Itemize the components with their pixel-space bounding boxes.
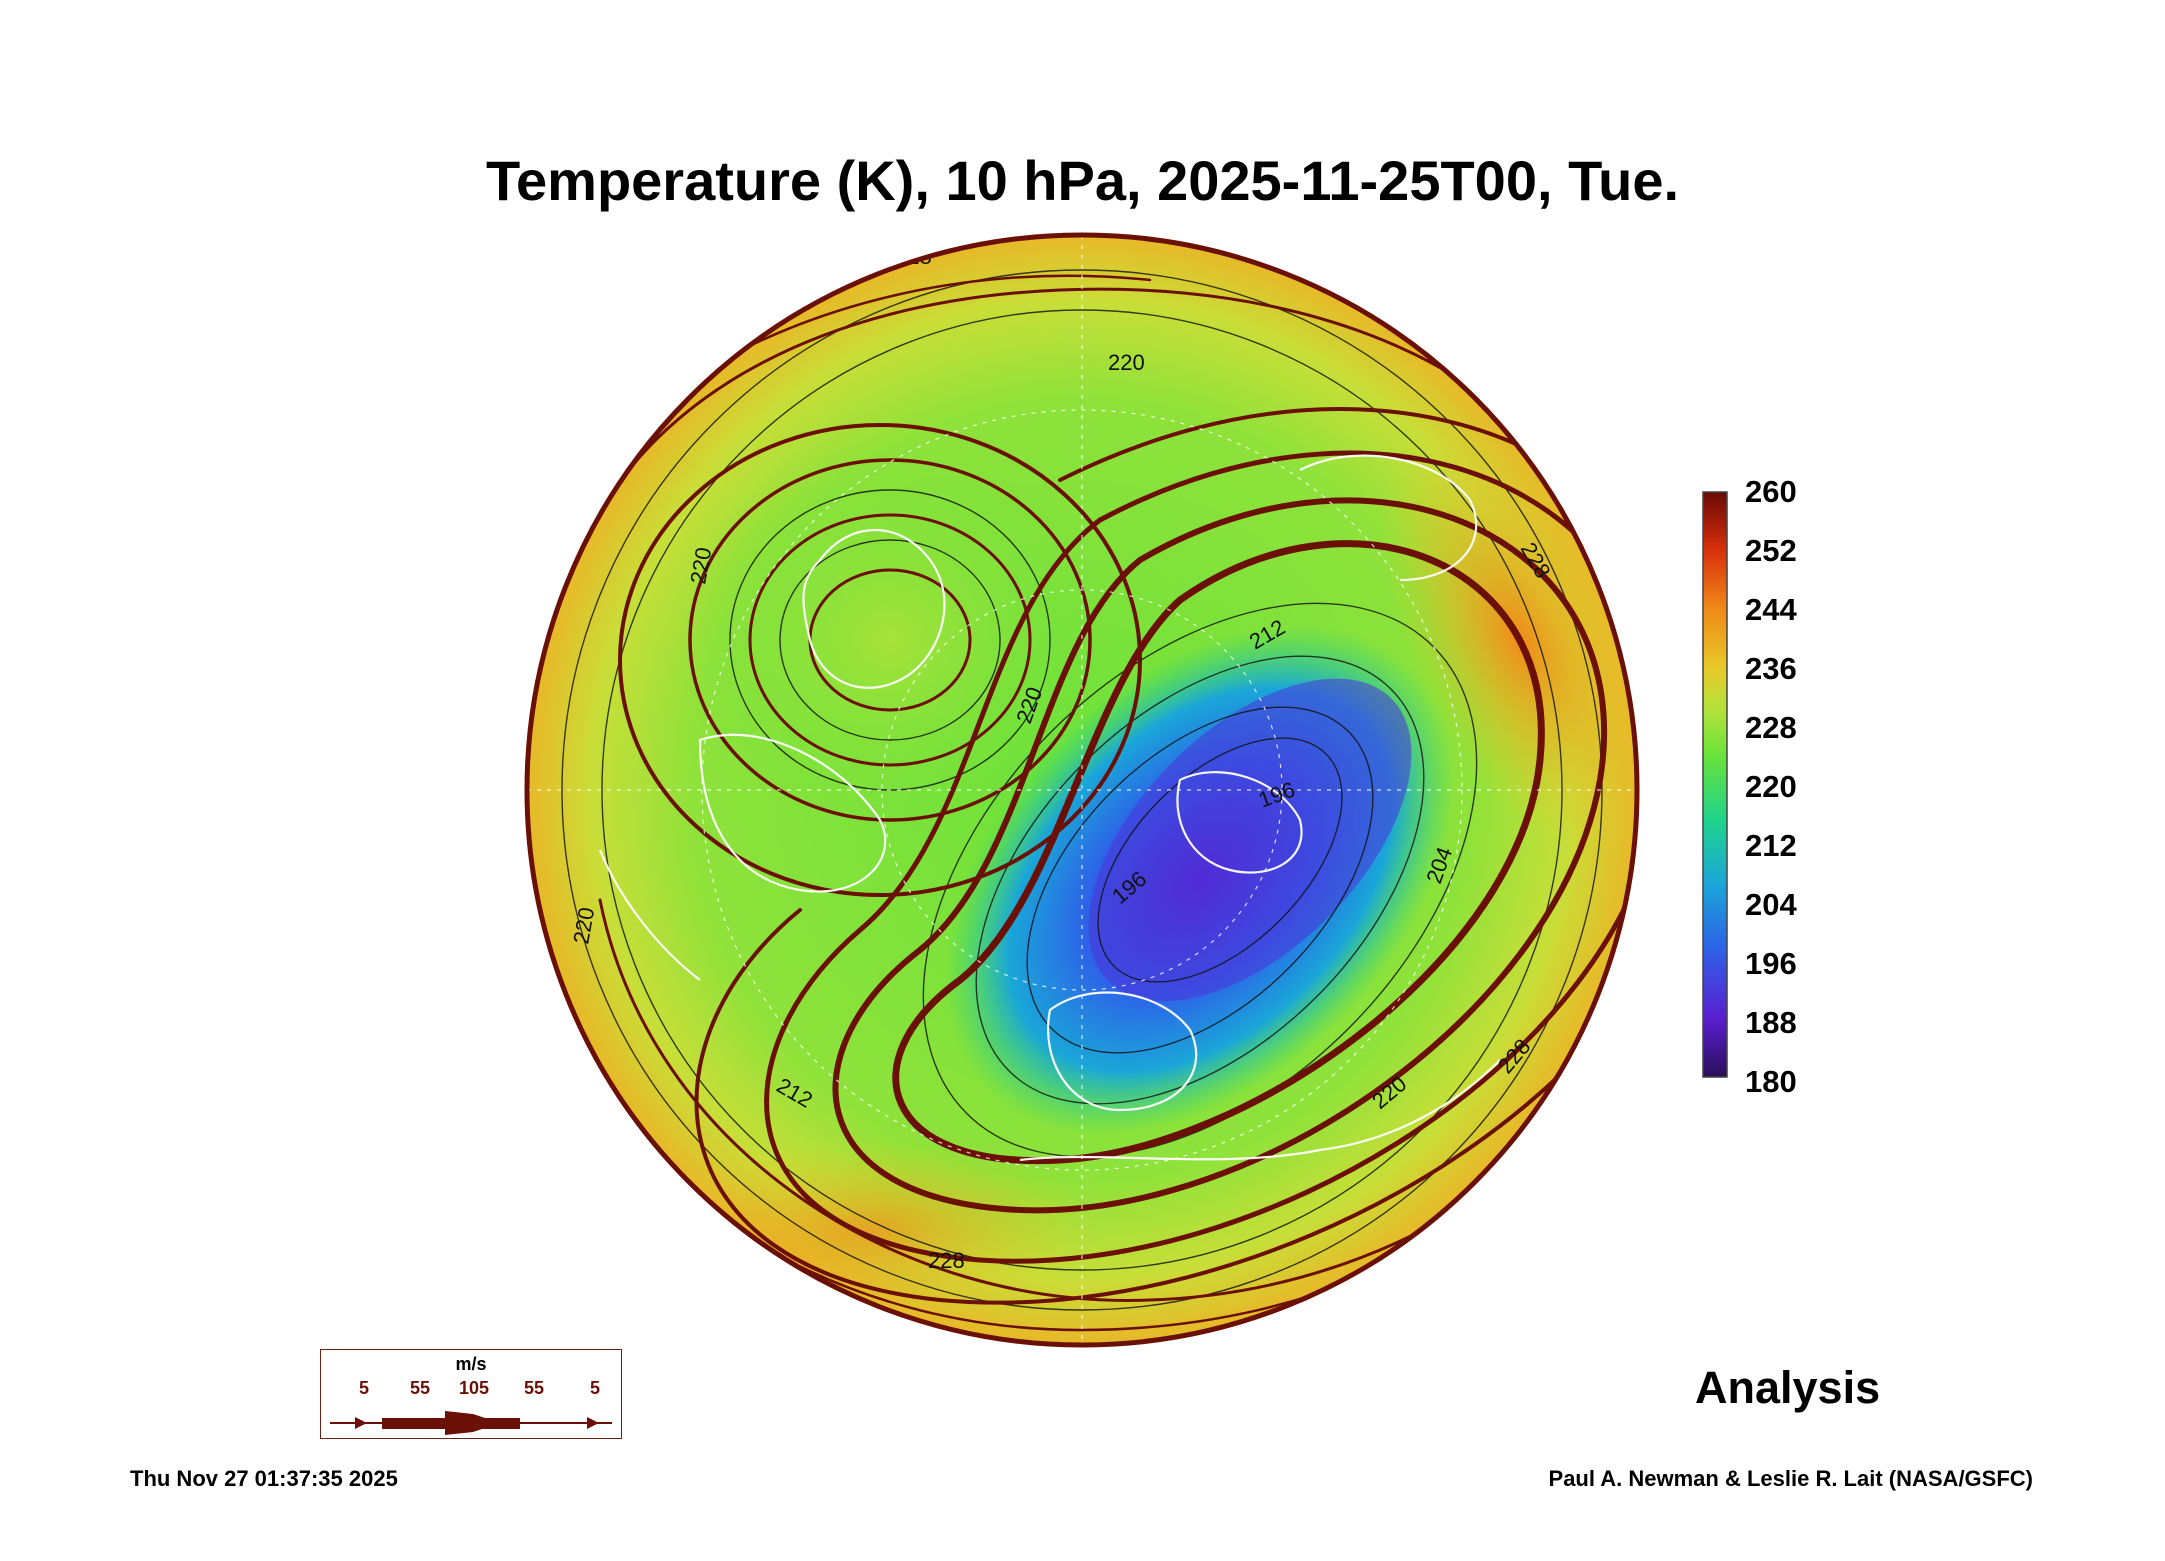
coastlines bbox=[598, 454, 1501, 1162]
colorbar bbox=[1702, 491, 1728, 1078]
temperature-contours bbox=[561, 269, 1603, 1311]
map-title: Temperature (K), 10 hPa, 2025-11-25T00, … bbox=[485, 149, 1680, 212]
wind-legend-value: 105 bbox=[458, 1378, 490, 1398]
wind-legend-value: 5 bbox=[589, 1378, 601, 1398]
wind-legend-unit: m/s bbox=[455, 1354, 487, 1374]
colorbar-tick-label: 260 bbox=[1745, 474, 1797, 509]
analysis-label: Analysis bbox=[1695, 1362, 1881, 1413]
graticule bbox=[527, 235, 1637, 1345]
colorbar-tick-label: 220 bbox=[1745, 769, 1797, 804]
colorbar-tick-label: 252 bbox=[1745, 533, 1797, 568]
globe: 228 220 220 220 212 196 204 220 220 212 … bbox=[524, 232, 1640, 1348]
wind-arrow-small bbox=[587, 1417, 599, 1429]
credit: Paul A. Newman & Leslie R. Lait (NASA/GS… bbox=[1548, 1466, 2033, 1491]
timestamp: Thu Nov 27 01:37:35 2025 bbox=[130, 1466, 398, 1491]
colorbar-tick-label: 212 bbox=[1745, 828, 1797, 863]
wind-arrow-small bbox=[355, 1417, 367, 1429]
wind-legend-value: 5 bbox=[358, 1378, 370, 1398]
contour-label: 228 bbox=[928, 1248, 965, 1273]
colorbar-tick-label: 244 bbox=[1745, 592, 1797, 627]
colorbar-tick-label: 196 bbox=[1745, 946, 1797, 981]
colorbar-gradient bbox=[1702, 491, 1728, 1078]
wind-legend-value: 55 bbox=[409, 1378, 431, 1398]
wind-legend-value: 55 bbox=[523, 1378, 545, 1398]
colorbar-tick-label: 236 bbox=[1745, 651, 1797, 686]
colorbar-tick-label: 180 bbox=[1745, 1064, 1797, 1099]
wind-legend: m/s 5 55 105 55 5 bbox=[320, 1349, 622, 1439]
globe-outline bbox=[524, 232, 1640, 1348]
wind-legend-graphic bbox=[330, 1411, 612, 1435]
contour-label: 220 bbox=[1108, 350, 1145, 375]
warm-anticyclone-region bbox=[680, 440, 1100, 840]
colorbar-tick-label: 188 bbox=[1745, 1005, 1797, 1040]
wind-streamlines bbox=[558, 274, 1637, 1332]
colorbar-tick-label: 228 bbox=[1745, 710, 1797, 745]
wind-arrow-large bbox=[445, 1411, 500, 1435]
colorbar-tick-label: 204 bbox=[1745, 887, 1797, 922]
